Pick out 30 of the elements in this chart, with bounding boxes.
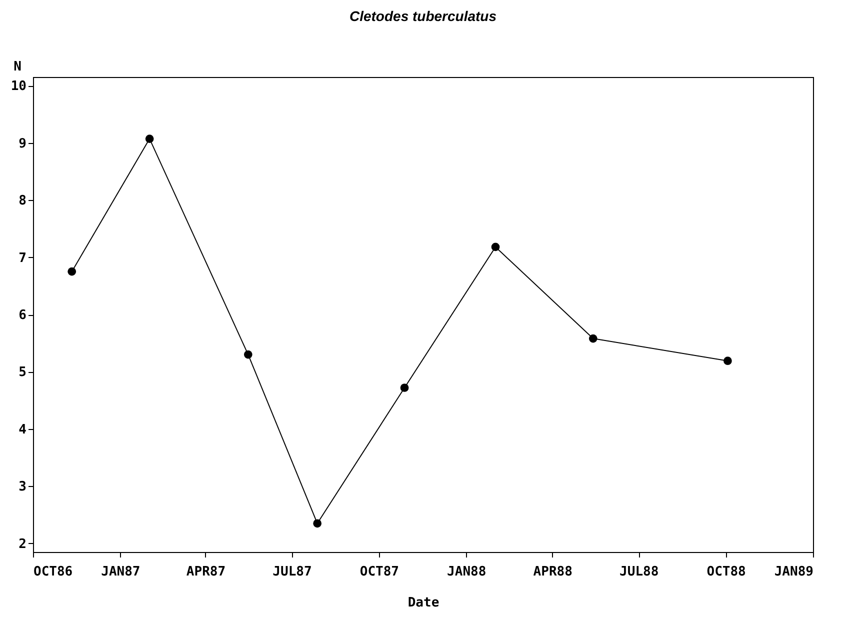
y-tick-label: 9 <box>18 136 26 152</box>
x-tick-label: OCT86 <box>34 564 73 580</box>
y-tick-label: 3 <box>18 480 26 495</box>
point <box>68 267 76 276</box>
point <box>724 356 732 366</box>
x-tick-label: APR87 <box>186 564 226 580</box>
point <box>400 384 409 392</box>
point <box>244 350 252 359</box>
y-tick-label: 7 <box>18 250 26 266</box>
y-axis-title: N <box>14 60 22 74</box>
x-tick-label: OCT88 <box>706 564 746 580</box>
y-tick-label: 8 <box>18 194 27 209</box>
x-tick-label: JUL88 <box>620 564 659 580</box>
point <box>491 242 500 252</box>
point <box>145 134 154 143</box>
x-tick-label: JAN89 <box>774 564 814 580</box>
y-tick-label: 2 <box>18 536 26 552</box>
chart-title: Cletodes tuberculatus <box>349 8 497 24</box>
x-tick-label: OCT87 <box>360 564 399 580</box>
y-tick-label: 6 <box>18 308 27 323</box>
x-tick-label: JAN88 <box>447 564 486 580</box>
x-tick-label: JUL87 <box>272 564 312 580</box>
point <box>588 334 598 343</box>
y-tick-label: 5 <box>18 365 26 380</box>
x-tick-label: APR88 <box>533 564 573 580</box>
y-tick-label: 10 <box>10 79 27 94</box>
x-tick-label: JAN87 <box>101 564 140 580</box>
y-tick-label: 4 <box>18 422 27 438</box>
x-axis-title: Date <box>408 596 440 610</box>
point <box>313 519 322 528</box>
